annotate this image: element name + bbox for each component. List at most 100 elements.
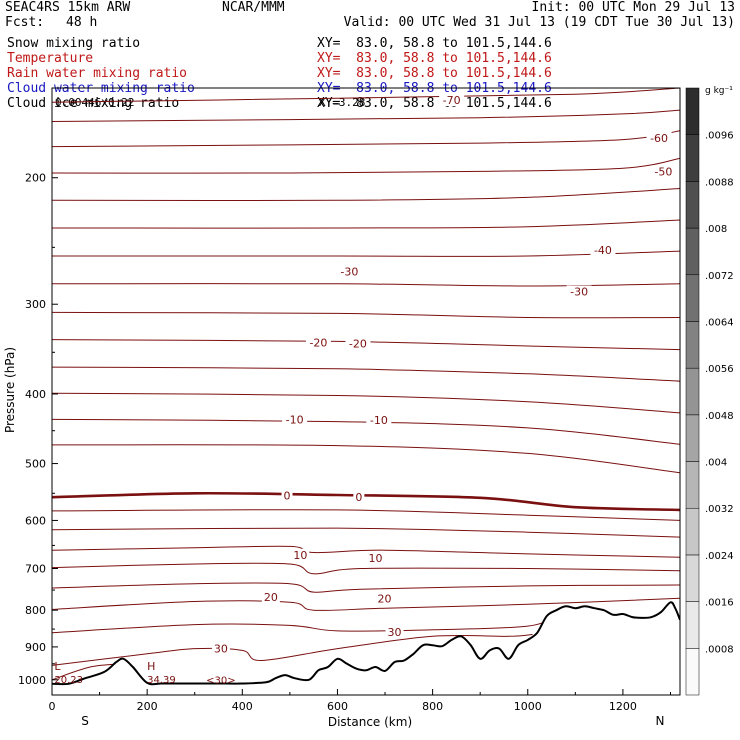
isotherm-0 bbox=[52, 491, 680, 512]
isotherm-label-12: 10 bbox=[293, 549, 307, 562]
colorbar-tick-8: .0072 bbox=[705, 271, 734, 282]
colorbar-segment-10 bbox=[685, 181, 700, 229]
isotherm--50 bbox=[52, 188, 680, 202]
colorbar-segment-5 bbox=[685, 414, 700, 462]
terrain-line bbox=[52, 601, 680, 686]
field-xy-1: XY= 83.0, 58.8 to 101.5,144.6 bbox=[317, 51, 552, 66]
colorbar-tick-4: .004 bbox=[705, 458, 727, 469]
colorbar-segment-8 bbox=[685, 274, 700, 322]
field-name-2: Rain water mixing ratio bbox=[7, 66, 188, 81]
isotherm-label-9: -10 bbox=[370, 414, 388, 427]
isotherm-label-bg-3 bbox=[590, 243, 616, 256]
field-name-0: Snow mixing ratio bbox=[7, 36, 141, 51]
colorbar-tick-11: .0096 bbox=[705, 131, 734, 142]
isotherm-label-bg-15 bbox=[375, 592, 394, 605]
forecast-label: Fcst: bbox=[5, 15, 45, 30]
isotherm--5 bbox=[52, 444, 680, 474]
organization: NCAR/MMM bbox=[222, 0, 285, 15]
extremum-h-marker: H bbox=[147, 660, 155, 673]
isotherm-label-bg-2 bbox=[650, 165, 676, 178]
isotherm-label-16: 30 bbox=[388, 626, 402, 639]
isotherm-label-bg-12 bbox=[291, 548, 310, 561]
colorbar-tick-5: .0048 bbox=[705, 411, 734, 422]
isotherm-label-7: -20 bbox=[349, 337, 367, 350]
colorbar-unit: g kg⁻¹ bbox=[705, 86, 733, 96]
isotherm-label-5: -30 bbox=[340, 265, 358, 278]
colorbar-segment-3 bbox=[685, 507, 700, 556]
isotherm--20 bbox=[52, 366, 680, 382]
overlap-value-left: 0.00446/0.22 bbox=[55, 96, 135, 109]
isotherm-label-bg-9 bbox=[366, 414, 392, 427]
isotherm--70 bbox=[52, 88, 680, 103]
x-end-label-north: N bbox=[656, 714, 665, 728]
isotherm--40 bbox=[52, 250, 680, 257]
y-tick-label-500: 500 bbox=[25, 458, 46, 471]
init-time: Init: 00 UTC Mon 29 Jul 13 bbox=[531, 0, 736, 15]
isotherm-30 bbox=[52, 597, 680, 611]
colorbar-tick-7: .0064 bbox=[705, 317, 734, 328]
isotherm-label-bg-16 bbox=[385, 626, 404, 639]
isotherm-label-bg-13 bbox=[366, 552, 385, 565]
x-tick-label-200: 200 bbox=[137, 700, 158, 713]
isotherm-label-14: 20 bbox=[264, 591, 278, 604]
isotherm-40 bbox=[52, 634, 533, 666]
colorbar-segment-9 bbox=[685, 227, 700, 276]
overlap-value-right: XY=3.28 bbox=[319, 96, 366, 109]
plot-area bbox=[52, 88, 680, 695]
y-tick-label-200: 200 bbox=[25, 172, 46, 185]
isotherm-label-3: -40 bbox=[594, 244, 612, 257]
colorbar-segment-11 bbox=[685, 134, 700, 182]
isotherm-label-17: 30 bbox=[214, 643, 228, 656]
plot-frame bbox=[51, 87, 681, 696]
colorbar-segment-0 bbox=[685, 648, 700, 696]
field-name-4: Cloud ice mixing ratio bbox=[7, 96, 180, 111]
isotherm-label-bg-4 bbox=[566, 285, 592, 298]
colorbar-tick-6: .0056 bbox=[705, 364, 734, 375]
y-axis-label: Pressure (hPa) bbox=[3, 347, 17, 433]
isotherm-label-bg-5 bbox=[336, 265, 362, 278]
isotherm-label-0: -70 bbox=[443, 94, 461, 107]
x-tick-label-1000: 1000 bbox=[514, 700, 542, 713]
colorbar-segment-4 bbox=[685, 461, 700, 509]
isotherm-label-bg-8 bbox=[282, 413, 308, 426]
isotherm--25 bbox=[52, 339, 680, 351]
isotherm-label-bg-0 bbox=[439, 94, 465, 107]
x-tick-label-600: 600 bbox=[327, 700, 348, 713]
valid-time: Valid: 00 UTC Wed 31 Jul 13 (19 CDT Tue … bbox=[343, 15, 735, 30]
isotherm-label-15: 20 bbox=[378, 593, 392, 606]
isotherm-label-bg-17 bbox=[211, 642, 230, 655]
colorbar-tick-3: .0032 bbox=[705, 504, 734, 515]
isotherm-label-8: -10 bbox=[286, 413, 304, 426]
isotherm-label-bg-7 bbox=[345, 337, 371, 350]
isotherm-15 bbox=[52, 545, 680, 558]
x-end-label-south: S bbox=[81, 714, 89, 728]
extremum-h-value: 34.39 bbox=[147, 675, 176, 686]
isotherm-label-2: -50 bbox=[654, 165, 672, 178]
colorbar-tick-2: .0024 bbox=[705, 551, 734, 562]
extremum-l-value: 20.23 bbox=[54, 675, 83, 686]
colorbar-tick-9: .008 bbox=[705, 224, 727, 235]
surface-temp-label: <30> bbox=[206, 676, 235, 687]
isotherm-label-bg-14 bbox=[261, 591, 280, 604]
isotherm--55 bbox=[52, 157, 680, 174]
isotherm-label-11: 0 bbox=[355, 491, 362, 504]
extremum-l-marker: L bbox=[54, 660, 61, 673]
isotherm-label-10: 0 bbox=[284, 490, 291, 503]
colorbar-segment-6 bbox=[685, 367, 700, 416]
colorbar-segment-2 bbox=[685, 554, 700, 602]
isotherm-label-bg-11 bbox=[353, 491, 365, 504]
isotherm-35 bbox=[52, 614, 557, 634]
x-axis-label: Distance (km) bbox=[328, 715, 412, 729]
x-tick-label-800: 800 bbox=[422, 700, 443, 713]
isotherm-label-13: 10 bbox=[369, 552, 383, 565]
y-tick-label-600: 600 bbox=[25, 514, 46, 527]
colorbar-tick-10: .0088 bbox=[705, 177, 734, 188]
isotherm--60 bbox=[52, 130, 680, 148]
x-tick-label-1200: 1200 bbox=[609, 700, 637, 713]
terrain-fill bbox=[52, 602, 680, 695]
isotherm--30 bbox=[52, 311, 680, 319]
isotherm-label-1: -60 bbox=[650, 132, 668, 145]
forecast-hours: 48 h bbox=[66, 15, 98, 30]
isotherm-label-6: -20 bbox=[309, 336, 327, 349]
isotherm-5 bbox=[52, 509, 680, 521]
